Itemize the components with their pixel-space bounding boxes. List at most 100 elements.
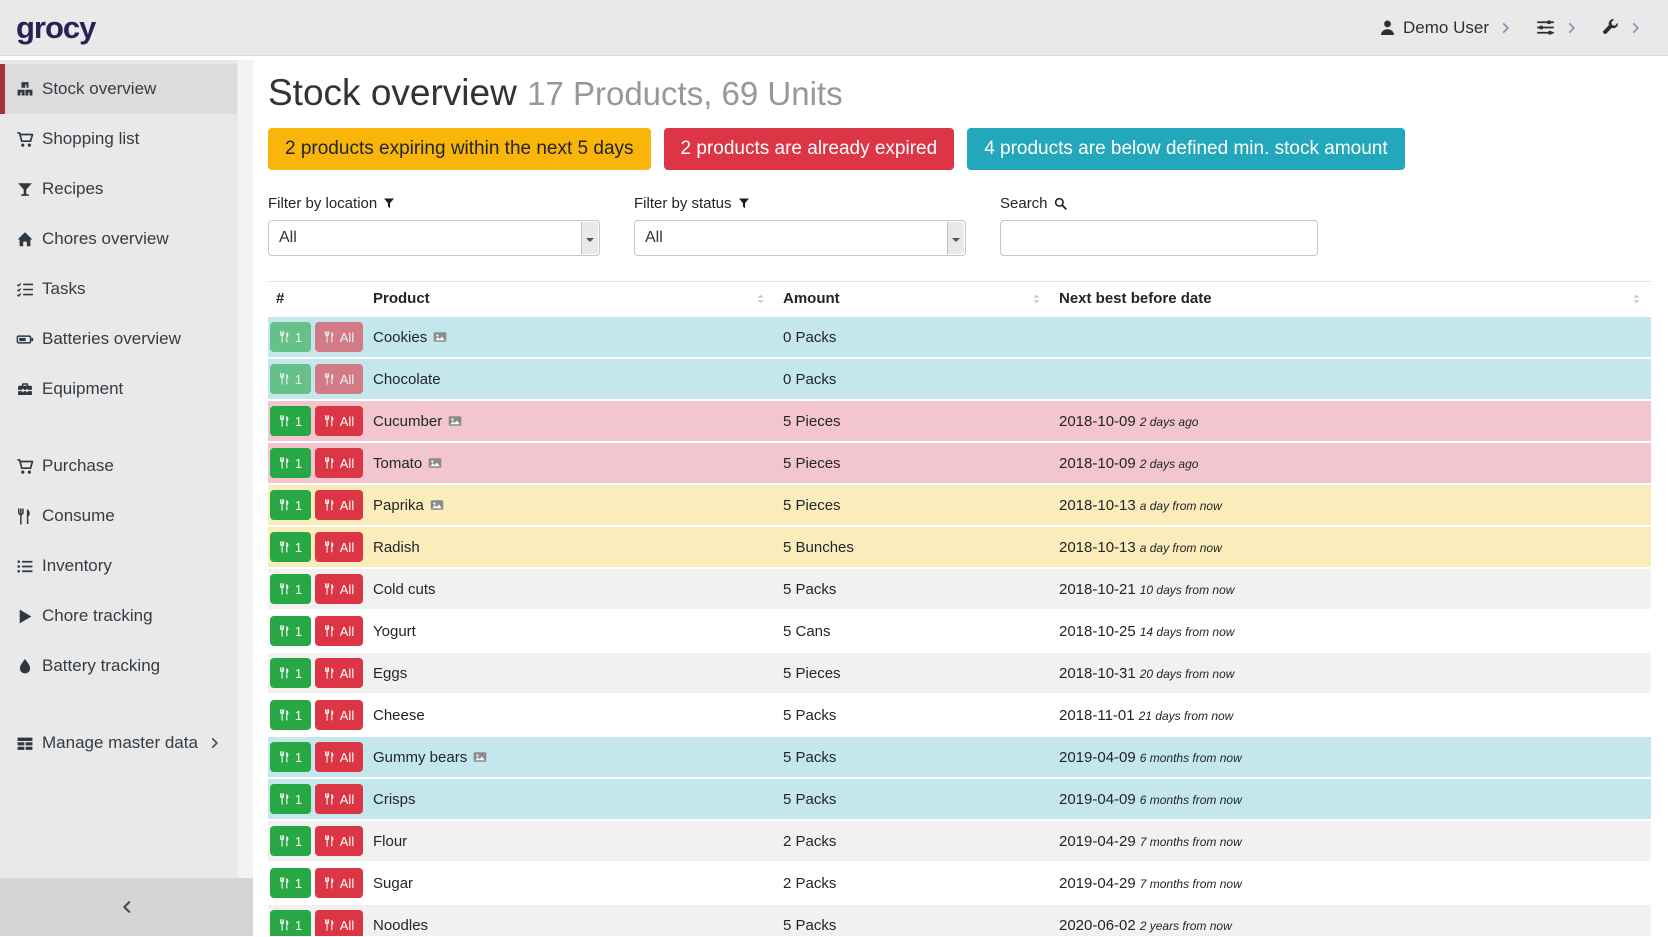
best-before-relative: 21 days from now <box>1138 708 1234 723</box>
utensils-icon <box>279 499 291 511</box>
consume-one-button[interactable]: 1 <box>270 742 311 772</box>
table-row: 1 All Tomato 5 Pieces 2018-10-09 2 days a… <box>268 442 1651 484</box>
product-name: Sugar <box>373 874 414 892</box>
utensils-icon <box>324 415 336 427</box>
sidebar-item-purchase[interactable]: Purchase <box>0 441 237 491</box>
best-before-relative: 7 months from now <box>1139 834 1242 849</box>
sidebar-item-label: Consume <box>42 506 115 525</box>
sidebar-item-battery-tracking[interactable]: Battery tracking <box>0 641 237 691</box>
consume-all-button[interactable]: All <box>315 742 363 772</box>
column-header-product[interactable]: Product <box>365 281 775 316</box>
product-image-icon[interactable] <box>448 414 462 428</box>
consume-one-button[interactable]: 1 <box>270 448 311 478</box>
utensils-icon <box>279 625 291 637</box>
table-row: 1 All Radish 5 Bunches 2018-10-13 a day f… <box>268 526 1651 568</box>
expiring-alert-button[interactable]: 2 products expiring within the next 5 da… <box>268 128 651 170</box>
table-row: 1 All Cold cuts 5 Packs 2018-10-21 10 day… <box>268 568 1651 610</box>
best-before-date: 2019-04-09 <box>1059 790 1136 808</box>
best-before-relative: 2 days ago <box>1139 414 1199 429</box>
sidebar-item-stock-overview[interactable]: Stock overview <box>0 64 237 114</box>
utensils-icon <box>279 919 291 931</box>
consume-all-button[interactable]: All <box>315 784 363 814</box>
utensils-icon <box>324 331 336 343</box>
utensils-icon <box>324 709 336 721</box>
consume-all-button[interactable]: All <box>315 532 363 562</box>
status-filter-select[interactable]: All <box>634 220 966 256</box>
user-menu[interactable]: Demo User <box>1379 18 1512 38</box>
consume-all-button[interactable]: All <box>315 826 363 856</box>
consume-all-button[interactable]: All <box>315 406 363 436</box>
consume-one-button[interactable]: 1 <box>270 364 311 394</box>
consume-all-button[interactable]: All <box>315 700 363 730</box>
consume-one-button[interactable]: 1 <box>270 868 311 898</box>
consume-one-button[interactable]: 1 <box>270 532 311 562</box>
consume-all-button[interactable]: All <box>315 868 363 898</box>
consume-one-button[interactable]: 1 <box>270 826 311 856</box>
best-before-date: 2019-04-09 <box>1059 748 1136 766</box>
consume-all-button[interactable]: All <box>315 910 363 936</box>
filter-bar: Filter by location All Filter by status … <box>268 195 1651 256</box>
product-amount: 5 Pieces <box>783 496 841 514</box>
consume-one-button[interactable]: 1 <box>270 616 311 646</box>
below-min-stock-alert-button[interactable]: 4 products are below defined min. stock … <box>967 128 1405 170</box>
settings-menu[interactable] <box>1536 18 1578 37</box>
consume-one-button[interactable]: 1 <box>270 574 311 604</box>
consume-one-button[interactable]: 1 <box>270 658 311 688</box>
product-image-icon[interactable] <box>433 330 447 344</box>
utensils-icon <box>324 457 336 469</box>
sidebar-item-shopping-list[interactable]: Shopping list <box>0 114 237 164</box>
consume-all-button[interactable]: All <box>315 364 363 394</box>
admin-menu[interactable] <box>1602 19 1642 36</box>
sidebar-item-inventory[interactable]: Inventory <box>0 541 237 591</box>
tasks-icon <box>16 281 34 298</box>
consume-one-button[interactable]: 1 <box>270 784 311 814</box>
chevron-right-icon <box>1630 22 1642 34</box>
sidebar-item-label: Chores overview <box>42 229 169 248</box>
sidebar-item-recipes[interactable]: Recipes <box>0 164 237 214</box>
sidebar-item-tasks[interactable]: Tasks <box>0 264 237 314</box>
product-image-icon[interactable] <box>473 750 487 764</box>
sidebar-item-batteries-overview[interactable]: Batteries overview <box>0 314 237 364</box>
consume-all-button[interactable]: All <box>315 658 363 688</box>
sidebar-item-chore-tracking[interactable]: Chore tracking <box>0 591 237 641</box>
sidebar-item-consume[interactable]: Consume <box>0 491 237 541</box>
app-logo[interactable]: grocy <box>16 9 96 45</box>
sidebar-item-equipment[interactable]: Equipment <box>0 364 237 414</box>
sidebar-item-chores-overview[interactable]: Chores overview <box>0 214 237 264</box>
utensils-icon <box>324 751 336 763</box>
product-image-icon[interactable] <box>428 456 442 470</box>
sidebar-item-label: Recipes <box>42 179 104 198</box>
cart-icon <box>16 131 34 148</box>
sidebar-collapse-button[interactable] <box>0 878 253 936</box>
table-row: 1 All Gummy bears 5 Packs 2019-04-09 6 mo… <box>268 736 1651 778</box>
product-name: Gummy bears <box>373 748 468 766</box>
consume-all-button[interactable]: All <box>315 616 363 646</box>
best-before-relative: a day from now <box>1139 498 1222 513</box>
consume-one-button[interactable]: 1 <box>270 700 311 730</box>
column-header-best-before[interactable]: Next best before date <box>1051 281 1651 316</box>
consume-all-button[interactable]: All <box>315 322 363 352</box>
list-icon <box>16 558 34 575</box>
sidebar-scrollbar[interactable] <box>238 60 253 878</box>
utensils-icon <box>324 919 336 931</box>
search-input[interactable] <box>1000 220 1318 256</box>
filter-funnel-icon <box>383 197 395 210</box>
location-filter-select[interactable]: All <box>268 220 600 256</box>
consume-one-button[interactable]: 1 <box>270 322 311 352</box>
sidebar-menu: Stock overview Shopping list Recipes Cho… <box>0 60 253 768</box>
consume-one-button[interactable]: 1 <box>270 490 311 520</box>
utensils-icon <box>279 331 291 343</box>
product-amount: 5 Pieces <box>783 412 841 430</box>
consume-one-button[interactable]: 1 <box>270 406 311 436</box>
expired-alert-button[interactable]: 2 products are already expired <box>663 128 955 170</box>
product-name: Noodles <box>373 916 429 934</box>
consume-all-button[interactable]: All <box>315 448 363 478</box>
column-header-amount[interactable]: Amount <box>775 281 1051 316</box>
main-content: Stock overview 17 Products, 69 Units 2 p… <box>253 56 1668 936</box>
sidebar-item-manage-master-data[interactable]: Manage master data <box>0 718 237 768</box>
utensils-icon <box>279 835 291 847</box>
consume-all-button[interactable]: All <box>315 574 363 604</box>
consume-all-button[interactable]: All <box>315 490 363 520</box>
consume-one-button[interactable]: 1 <box>270 910 311 936</box>
product-image-icon[interactable] <box>430 498 444 512</box>
